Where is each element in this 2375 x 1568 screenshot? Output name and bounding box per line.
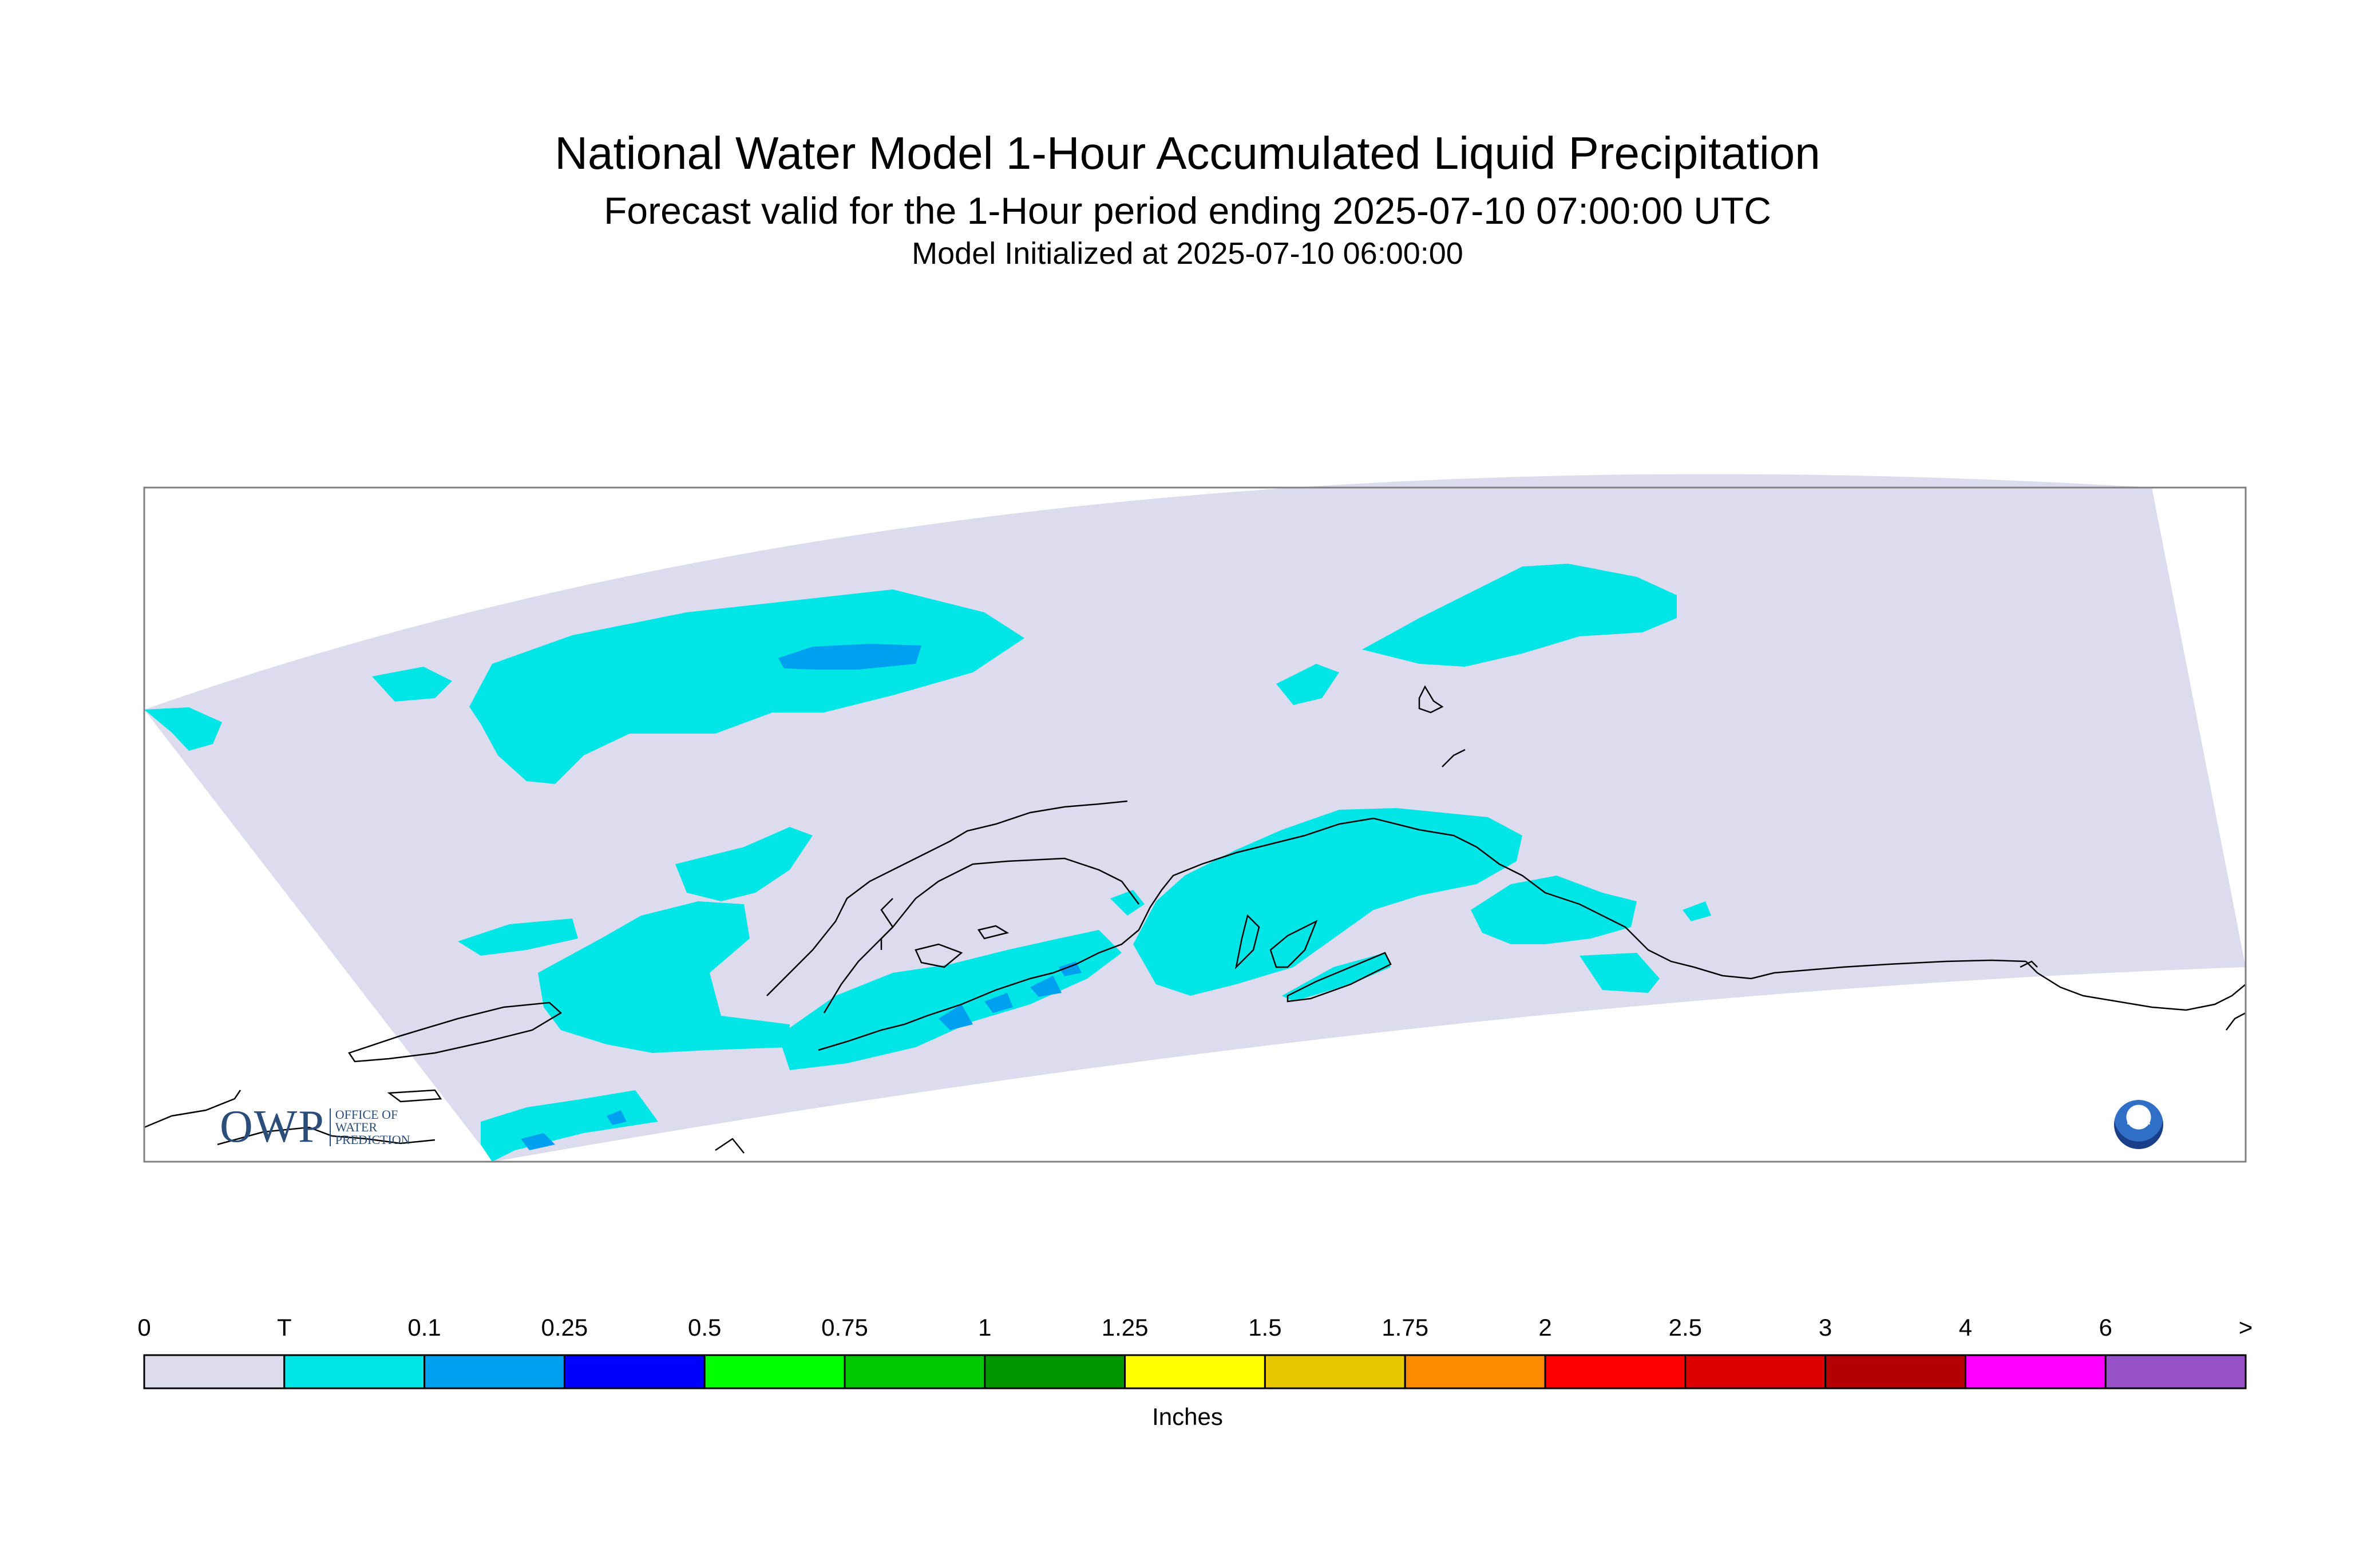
owp-text-line-1: OFFICE OF — [335, 1107, 398, 1122]
legend-unit-label: Inches — [1152, 1403, 1223, 1430]
noaa-logo: NOAA — [2114, 1100, 2163, 1149]
legend-tick-label: > — [2238, 1314, 2253, 1341]
map-frame — [143, 486, 2247, 1163]
legend-tick-label: 2 — [1538, 1314, 1552, 1341]
legend-swatch — [563, 1354, 706, 1389]
noaa-logo-text: NOAA — [2127, 1117, 2151, 1126]
legend-swatch — [1964, 1354, 2107, 1389]
legend-swatch — [703, 1354, 846, 1389]
model-domain — [144, 474, 2246, 1162]
legend-tick-label: 0 — [137, 1314, 151, 1341]
map-subtitle: Forecast valid for the 1-Hour period end… — [604, 189, 1771, 232]
model-init-time: Model Initialized at 2025-07-10 06:00:00 — [912, 236, 1463, 271]
light-precip-areas — [521, 644, 1082, 1150]
legend-swatch — [283, 1354, 426, 1389]
legend-swatch — [984, 1354, 1126, 1389]
owp-text-line-2: WATER — [335, 1119, 378, 1134]
legend-tick-label: 2.5 — [1668, 1314, 1702, 1341]
legend-swatch — [844, 1354, 986, 1389]
legend-swatch — [1404, 1354, 1546, 1389]
legend-swatch — [1124, 1354, 1266, 1389]
legend-tick-label: 0.1 — [407, 1314, 441, 1341]
legend-tick-label: 3 — [1818, 1314, 1832, 1341]
legend-swatch — [423, 1354, 565, 1389]
owp-text-line-3: PREDICTION — [335, 1132, 410, 1147]
legend-swatch — [1824, 1354, 1966, 1389]
legend-swatch — [1684, 1354, 1827, 1389]
legend-tick-label: 0.5 — [687, 1314, 722, 1341]
legend-tick-label: 1.25 — [1101, 1314, 1149, 1341]
legend-tick-label: 0.25 — [541, 1314, 588, 1341]
legend-colorbar — [143, 1354, 2247, 1389]
owp-logo: OWP OFFICE OF WATER PREDICTION — [220, 1101, 410, 1153]
coastlines — [144, 685, 2246, 1154]
legend-tick-label: 6 — [2099, 1314, 2112, 1341]
legend-tick-label: 1.75 — [1382, 1314, 1429, 1341]
legend-tick-label: 0.75 — [821, 1314, 868, 1341]
owp-logo-text: OFFICE OF WATER PREDICTION — [329, 1107, 410, 1147]
map-title: National Water Model 1-Hour Accumulated … — [555, 128, 1820, 179]
legend-tick-label: 1 — [978, 1314, 992, 1341]
legend-tick-label: 4 — [1958, 1314, 1973, 1341]
legend-swatch — [2104, 1354, 2247, 1389]
legend-swatch — [1264, 1354, 1406, 1389]
legend-swatch — [143, 1354, 286, 1389]
legend-swatch — [1544, 1354, 1687, 1389]
legend-tick-label: T — [276, 1314, 292, 1341]
legend-tick-label: 1.5 — [1248, 1314, 1282, 1341]
owp-logo-mark: OWP — [220, 1102, 325, 1152]
legend-labels: 0 T 0.1 0.25 0.5 0.75 1 1.25 1.5 1.75 2 2.5 3 4 6 > — [0, 1314, 2375, 1348]
